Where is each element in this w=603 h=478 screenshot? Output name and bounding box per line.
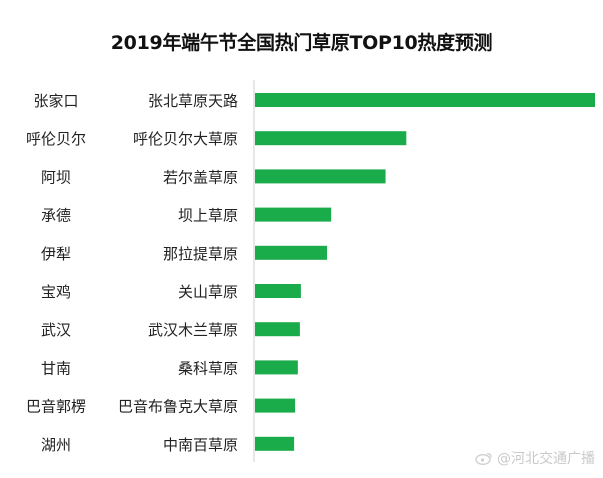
bar [255,93,595,107]
bar [255,245,328,260]
region-label: 阿坝 [41,168,71,186]
category-label: 那拉提草原 [163,245,238,263]
region-label: 甘南 [41,359,71,377]
category-label: 坝上草原 [178,207,238,225]
category-label: 巴音布鲁克大草原 [118,398,238,416]
bar [255,169,386,184]
category-label: 若尔盖草原 [163,168,238,186]
region-label: 湖州 [41,436,71,454]
bar [255,398,296,413]
weibo-logo-icon [475,452,492,465]
category-label: 呼伦贝尔大草原 [133,130,238,148]
category-label: 张北草原天路 [148,92,238,110]
bar [255,322,300,337]
region-label: 武汉 [41,321,71,339]
bar [255,131,407,146]
bar [255,207,332,222]
category-label: 桑科草原 [178,359,238,377]
region-label: 承德 [41,207,71,225]
region-label: 宝鸡 [41,283,71,301]
watermark: @河北交通广播 [475,448,595,468]
bar [255,436,295,451]
watermark-text: @河北交通广播 [497,451,595,467]
region-label: 伊犁 [41,245,71,263]
category-label: 武汉木兰草原 [148,321,238,339]
category-label: 关山草原 [178,283,238,301]
bar [255,284,301,298]
chart-title: 2019年端午节全国热门草原TOP10热度预测 [110,32,493,54]
region-label: 巴音郭楞 [26,398,86,416]
region-label: 呼伦贝尔 [26,130,86,148]
bar [255,360,298,375]
category-label: 中南百草原 [163,436,238,454]
region-label: 张家口 [33,92,78,110]
